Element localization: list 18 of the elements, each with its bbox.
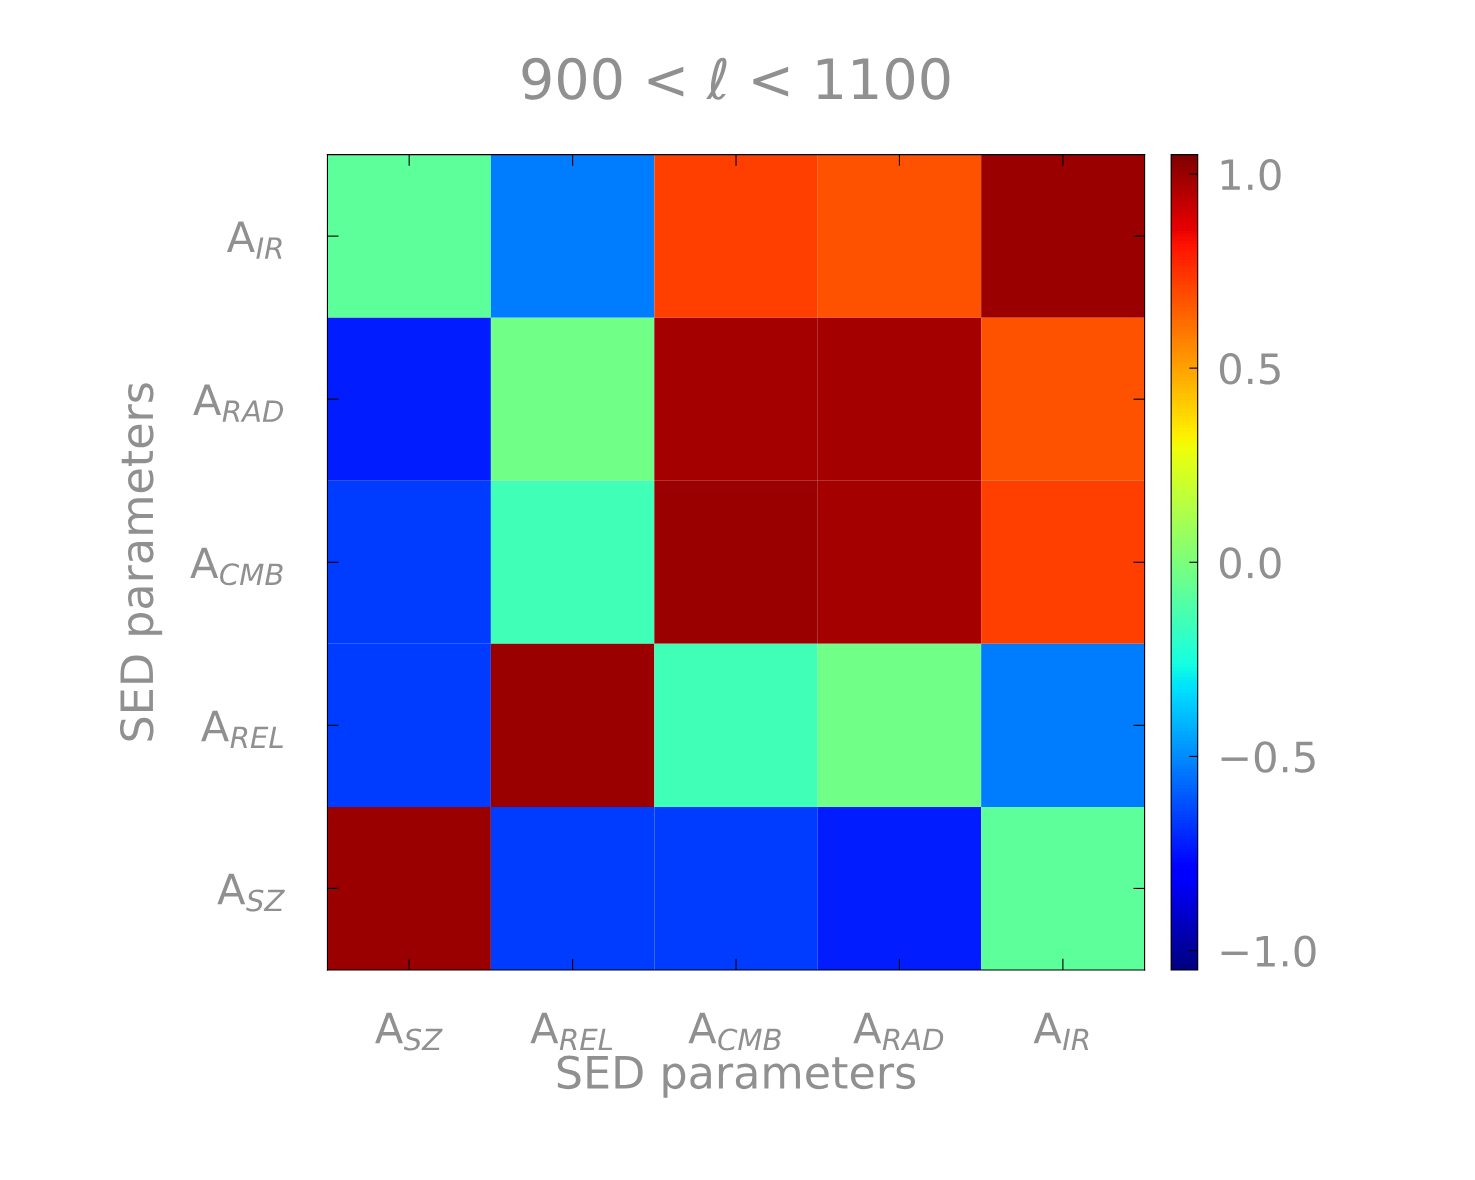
y-tick-label: A$_{RAD}$ [193,384,284,422]
x-tick-label: A$_{IR}$ [1033,1012,1089,1051]
color-bar-label: 1.0 [1221,158,1281,191]
y-tick-label: A$_{REL}$ [201,710,283,748]
color-bar-label: 0.5 [1219,353,1280,385]
color-bar-label: −1.0 [1221,935,1316,967]
x-tick-label: A$_{CMB}$ [688,1012,781,1051]
x-tick-label: A$_{SZ}$ [375,1012,443,1051]
chart-title: 900 < ℓ < 1100 [522,57,950,100]
x-tick-label: A$_{REL}$ [530,1012,613,1051]
color-bar-label: −0.5 [1221,741,1315,773]
y-tick-label: A$_{CMB}$ [190,547,283,586]
y-tick-label: A$_{SZ}$ [217,873,285,912]
y-tick-label: A$_{IR}$ [226,221,282,259]
x-tick-label: A$_{RAD}$ [853,1012,944,1051]
color-bar-label: 0.0 [1219,547,1281,579]
y-axis-title: SED parameters [119,383,163,741]
x-axis-title: SED parameters [557,1055,916,1098]
